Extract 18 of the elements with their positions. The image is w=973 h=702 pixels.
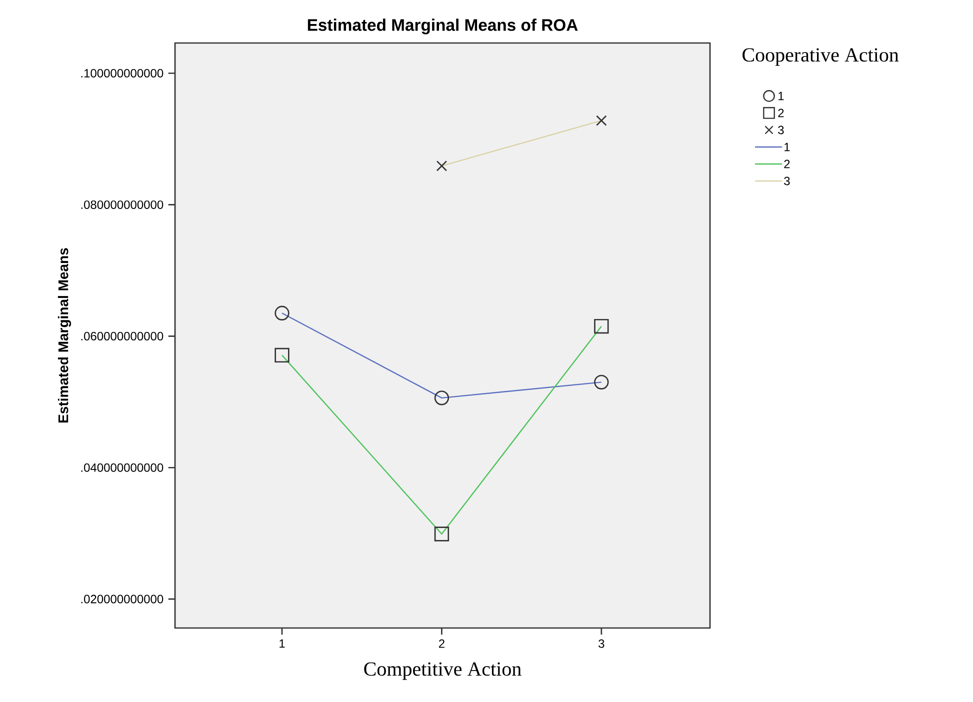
text: 1 — [778, 92, 784, 100]
text: 2 — [778, 108, 784, 118]
text: 3 — [784, 176, 790, 186]
legend-label: 3 — [778, 126, 784, 134]
x-axis-title: Competitive Action — [364, 662, 522, 680]
x-tick-label: 3 — [598, 639, 604, 648]
x-tick-label: 1 — [280, 639, 285, 648]
y-tick-label: .060000000000 — [81, 332, 164, 340]
y-tick-label: .080000000000 — [81, 200, 164, 209]
y-tick-label: .020000000000 — [81, 594, 164, 604]
chart-title: Estimated Marginal Means of ROA — [308, 18, 578, 34]
x-tick-label: 2 — [438, 639, 444, 648]
legend-title: Cooperative Action — [742, 48, 899, 66]
legend-label: 2 — [784, 160, 790, 168]
y-tick-label: .100000000000 — [81, 68, 164, 78]
y-axis-title: Estimated Marginal Means — [58, 248, 72, 422]
y-tick-label: .040000000000 — [81, 463, 164, 472]
legend-label: 1 — [784, 142, 790, 152]
